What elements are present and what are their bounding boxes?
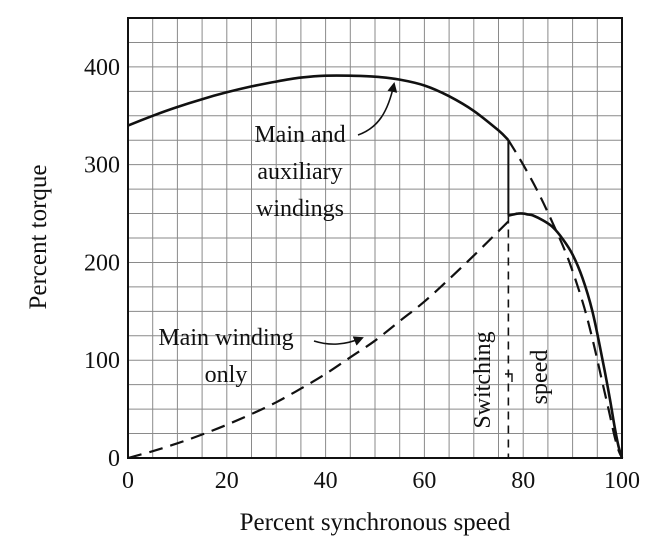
y-tick-label: 300 [84,153,120,179]
series-line-3 [508,212,624,459]
annotation-main-only-arrow [313,336,364,346]
annotation-switching-arrow [505,373,513,382]
annotation-switching: Switching speed [470,331,553,428]
annotation-main-only-line1: Main winding [158,325,293,351]
series-group [127,74,624,460]
annotation-main-only: Main winding only [158,325,364,388]
annotation-main-aux-arrow [357,82,398,136]
x-tick-label: 60 [412,468,436,494]
tick-labels: 0 20 40 60 80 100 0 100 200 300 400 [84,55,640,494]
series-line-0 [127,74,510,142]
y-axis-title: Percent torque [25,164,52,309]
annotation-main-only-line2: only [205,362,248,388]
x-tick-label: 20 [215,468,239,494]
x-tick-label: 0 [122,468,134,494]
x-axis-title: Percent synchronous speed [240,509,511,536]
annotation-main-aux-line2: auxiliary [257,159,342,185]
plot-frame [127,17,623,459]
x-tick-label: 40 [314,468,338,494]
annotation-main-aux-line1: Main and [254,122,345,148]
annotation-main-aux-line3: windings [256,196,344,222]
y-tick-label: 200 [84,250,120,276]
series-line-2 [127,220,510,460]
grid-lines [128,18,622,458]
x-tick-label: 80 [511,468,535,494]
annotation-switching-line2: speed [527,350,553,405]
x-tick-label: 100 [604,468,640,494]
annotation-switching-line1: Switching [470,331,496,428]
y-tick-label: 0 [108,446,120,472]
y-tick-label: 100 [84,348,120,374]
annotation-main-aux: Main and auxiliary windings [254,82,398,222]
series-line-1 [507,139,623,459]
y-tick-label: 400 [84,55,120,81]
